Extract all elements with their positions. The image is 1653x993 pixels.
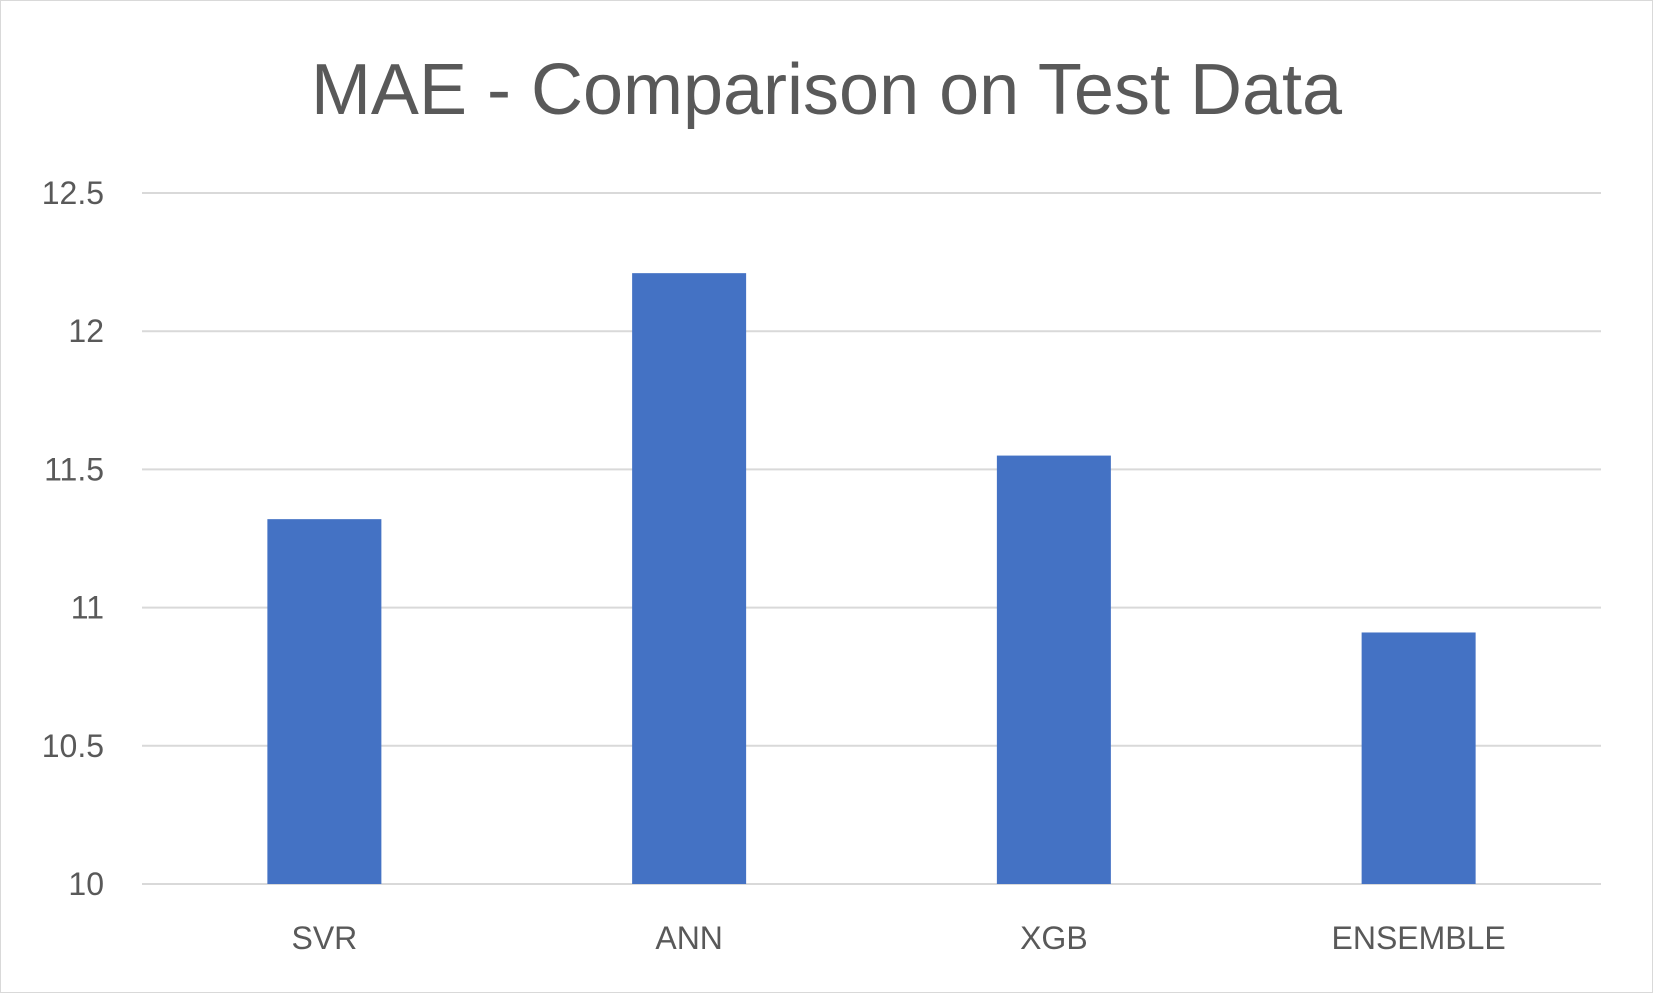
y-tick-label: 12.5 [42, 175, 104, 211]
x-tick-label: ENSEMBLE [1331, 920, 1505, 956]
x-tick-label: XGB [1020, 920, 1088, 956]
x-tick-label: SVR [291, 920, 357, 956]
bar [1361, 632, 1476, 884]
y-tick-label: 11 [71, 590, 104, 626]
chart-title: MAE - Comparison on Test Data [310, 50, 1343, 130]
y-tick-label: 12 [68, 313, 104, 349]
y-tick-label: 10 [68, 866, 104, 902]
bar [632, 273, 747, 884]
y-tick-label: 11.5 [44, 451, 104, 487]
bar [267, 519, 382, 884]
x-tick-label: ANN [655, 920, 723, 956]
y-tick-label: 10.5 [42, 728, 104, 764]
bar [996, 455, 1111, 884]
